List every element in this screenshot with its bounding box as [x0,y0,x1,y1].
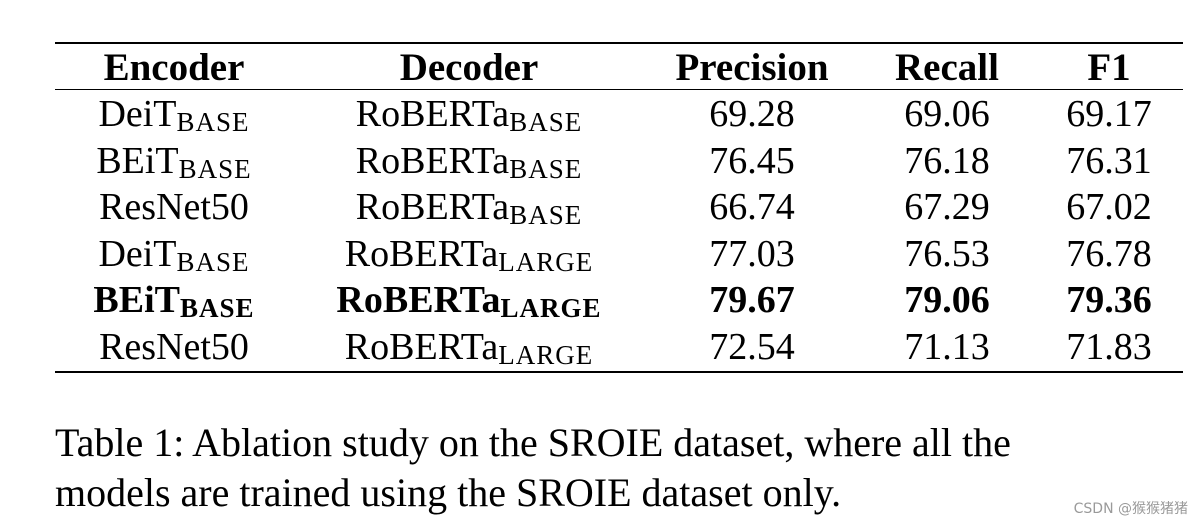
recall-cell: 79.06 [859,277,1035,323]
decoder-cell-subscript: BASE [509,107,583,137]
caption-line-1: Table 1: Ablation study on the SROIE dat… [55,420,1011,465]
decoder-cell: RoBERTaLARGE [293,324,645,370]
decoder-cell-subscript: LARGE [500,293,602,323]
recall-cell-text: 79.06 [904,279,990,321]
header-encoder: Encoder [103,46,245,89]
decoder-cell-subscript: LARGE [498,340,594,370]
decoder-cell-text: RoBERTa [344,326,499,368]
encoder-cell-subscript: BASE [176,247,250,277]
recall-cell: 76.53 [859,231,1035,277]
table-row: DeiTBASE RoBERTaBASE 69.28 69.06 69.17 [55,91,1183,137]
table-row: DeiTBASE RoBERTaLARGE 77.03 76.53 76.78 [55,231,1183,277]
recall-cell-text: 67.29 [904,186,990,228]
f1-cell-text: 69.17 [1066,93,1152,135]
precision-cell: 79.67 [645,277,859,323]
f1-cell: 67.02 [1035,184,1183,230]
f1-cell-text: 76.31 [1066,140,1152,182]
table-caption: Table 1: Ablation study on the SROIE dat… [55,418,1185,518]
precision-cell-text: 77.03 [709,233,795,275]
table-top-rule [55,42,1183,44]
encoder-cell: ResNet50 [55,184,293,230]
encoder-cell: DeiTBASE [55,231,293,277]
recall-cell: 67.29 [859,184,1035,230]
encoder-cell-subscript: BASE [176,107,250,137]
f1-cell-text: 71.83 [1066,326,1152,368]
f1-cell-text: 67.02 [1066,186,1152,228]
precision-cell: 77.03 [645,231,859,277]
encoder-cell: BEiTBASE [55,277,293,323]
encoder-cell-text: BEiT [93,279,181,321]
precision-cell-text: 79.67 [709,279,795,321]
encoder-cell-subscript: BASE [180,293,255,323]
table-row: ResNet50 RoBERTaLARGE 72.54 71.13 71.83 [55,324,1183,370]
recall-cell: 76.18 [859,138,1035,184]
f1-cell: 71.83 [1035,324,1183,370]
table-row: BEiTBASE RoBERTaBASE 76.45 76.18 76.31 [55,138,1183,184]
recall-cell-text: 71.13 [904,326,990,368]
header-recall: Recall [895,46,999,89]
encoder-cell: ResNet50 [55,324,293,370]
f1-cell: 69.17 [1035,91,1183,137]
recall-cell: 69.06 [859,91,1035,137]
recall-cell-text: 69.06 [904,93,990,135]
table-header-rule [55,89,1183,90]
f1-cell: 79.36 [1035,277,1183,323]
header-precision: Precision [675,46,829,89]
precision-cell-text: 69.28 [709,93,795,135]
decoder-cell-subscript: LARGE [498,247,594,277]
decoder-cell-subscript: BASE [509,154,583,184]
precision-cell-text: 66.74 [709,186,795,228]
f1-cell-text: 76.78 [1066,233,1152,275]
precision-cell-text: 76.45 [709,140,795,182]
caption-line-2: models are trained using the SROIE datas… [55,470,842,515]
recall-cell-text: 76.53 [904,233,990,275]
decoder-cell-subscript: BASE [509,200,583,230]
encoder-cell: BEiTBASE [55,138,293,184]
decoder-cell-text: RoBERTa [344,233,499,275]
f1-cell: 76.31 [1035,138,1183,184]
encoder-cell-text: DeiT [98,93,177,135]
precision-cell: 76.45 [645,138,859,184]
encoder-cell-text: ResNet50 [99,186,249,228]
recall-cell: 71.13 [859,324,1035,370]
precision-cell: 69.28 [645,91,859,137]
decoder-cell: RoBERTaLARGE [293,277,645,323]
table-bottom-rule [55,371,1183,373]
header-decoder: Decoder [399,46,539,89]
encoder-cell-text: DeiT [98,233,177,275]
decoder-cell: RoBERTaBASE [293,138,645,184]
decoder-cell: RoBERTaBASE [293,184,645,230]
table-header-row: Encoder Decoder Precision Recall F1 [55,46,1183,92]
decoder-cell-text: RoBERTa [336,279,501,321]
decoder-cell-text: RoBERTa [355,140,510,182]
encoder-cell-subscript: BASE [178,154,252,184]
f1-cell-text: 79.36 [1066,279,1152,321]
table-row: ResNet50 RoBERTaBASE 66.74 67.29 67.02 [55,184,1183,230]
decoder-cell: RoBERTaLARGE [293,231,645,277]
precision-cell: 66.74 [645,184,859,230]
encoder-cell-text: ResNet50 [99,326,249,368]
f1-cell: 76.78 [1035,231,1183,277]
decoder-cell-text: RoBERTa [355,93,510,135]
table-row: BEiTBASE RoBERTaLARGE 79.67 79.06 79.36 [55,277,1183,323]
precision-cell: 72.54 [645,324,859,370]
encoder-cell: DeiTBASE [55,91,293,137]
recall-cell-text: 76.18 [904,140,990,182]
precision-cell-text: 72.54 [709,326,795,368]
header-f1: F1 [1087,46,1131,89]
decoder-cell-text: RoBERTa [355,186,510,228]
watermark: CSDN @猴猴猪猪 [1073,501,1188,517]
decoder-cell: RoBERTaBASE [293,91,645,137]
encoder-cell-text: BEiT [96,140,179,182]
